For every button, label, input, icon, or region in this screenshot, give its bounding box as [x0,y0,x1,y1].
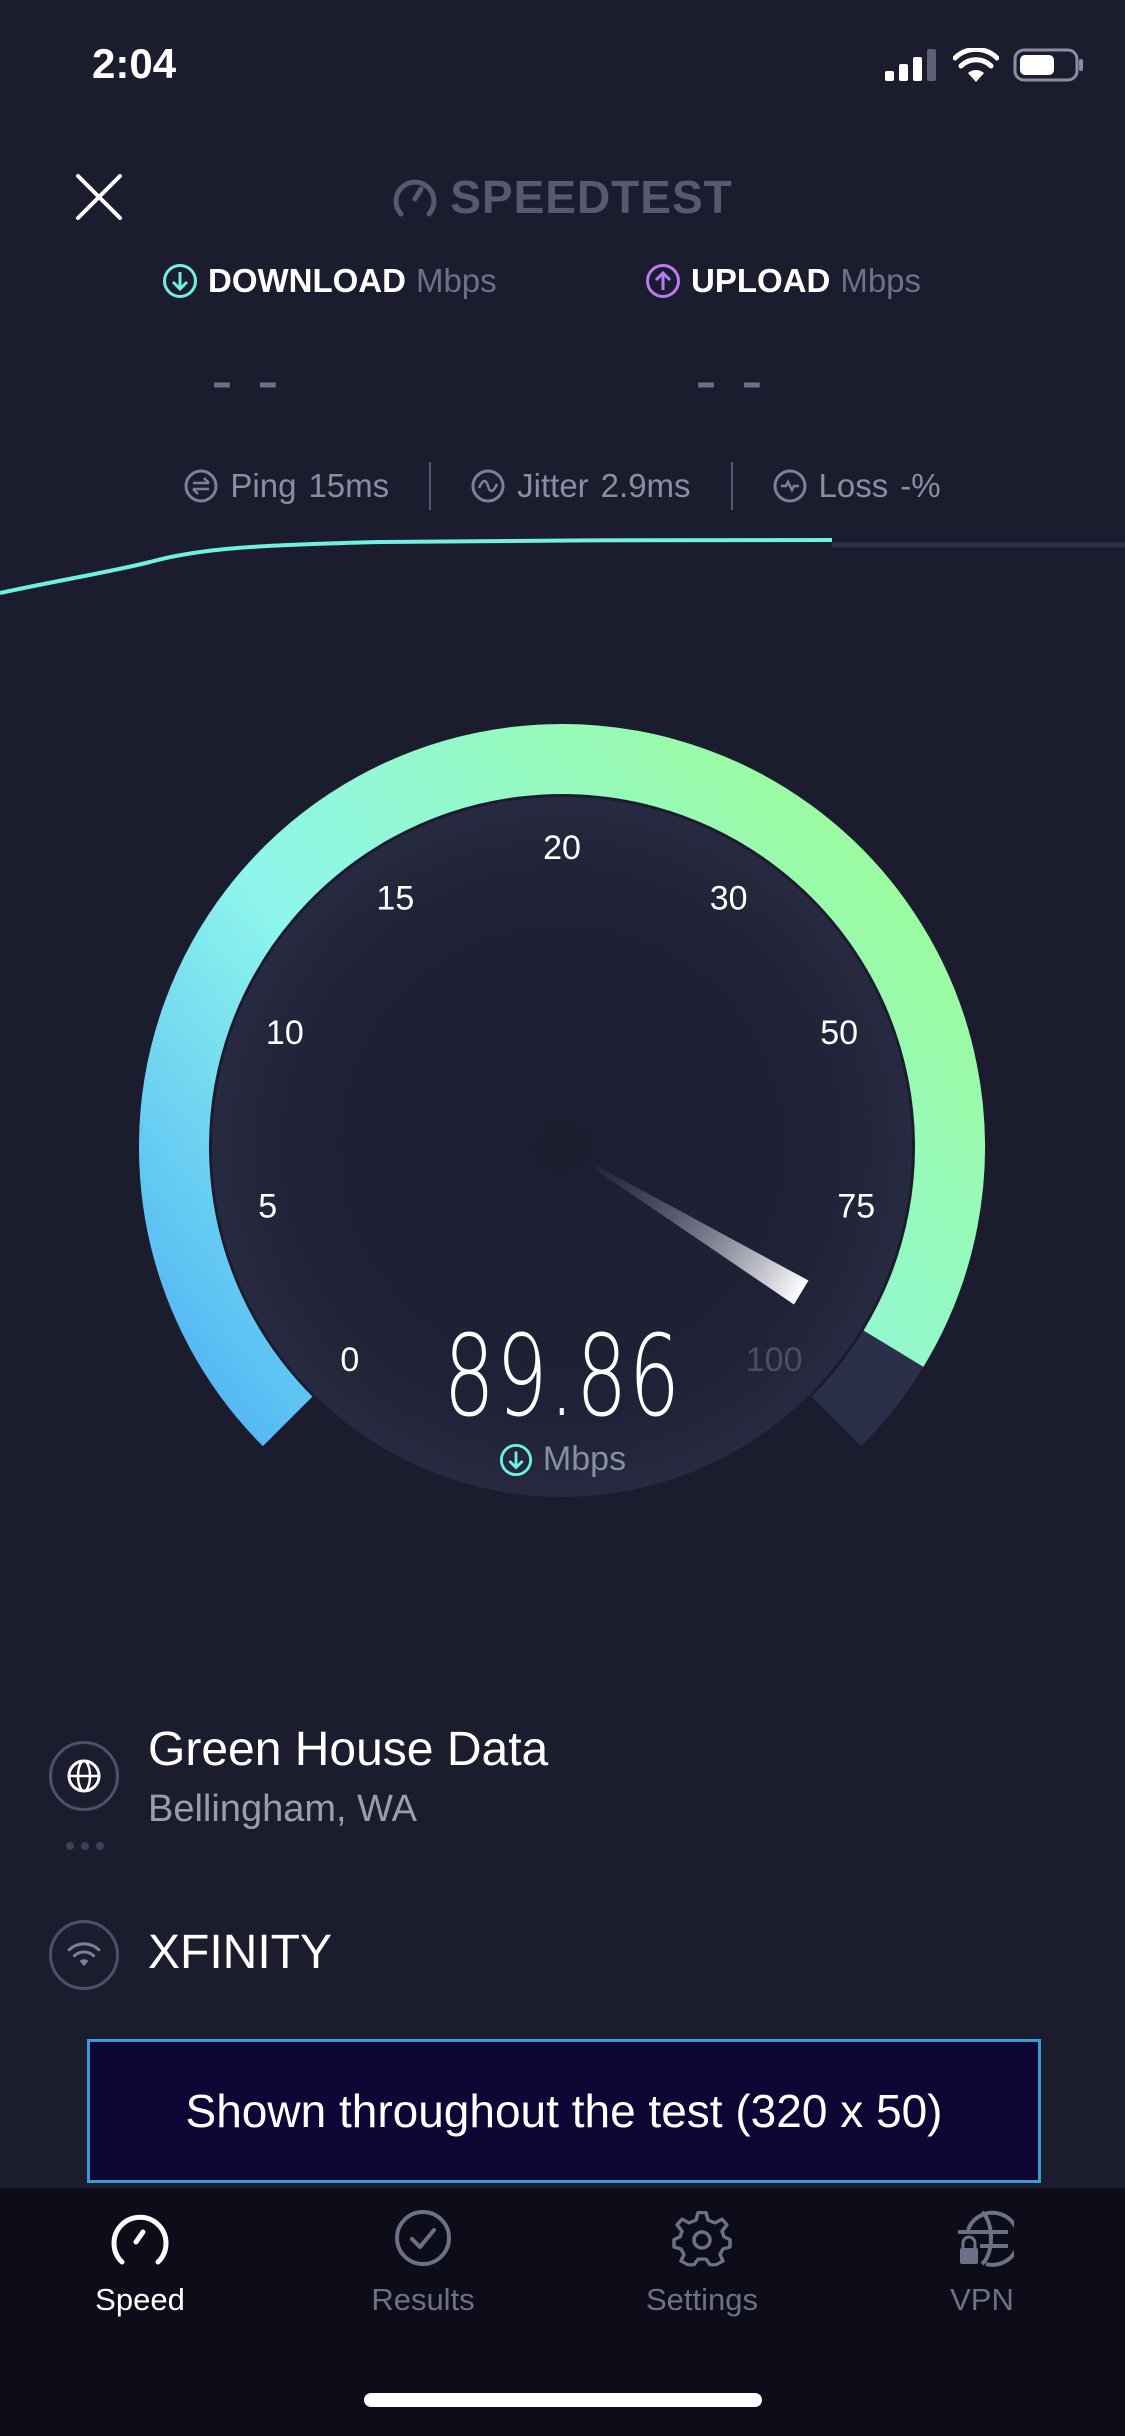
gear-icon [672,2211,732,2267]
speed-graph-line [0,538,833,595]
home-indicator[interactable] [364,2393,762,2407]
gauge-needle [595,1166,809,1305]
cellular-signal-icon [885,49,936,81]
wifi-icon [953,48,999,82]
current-speed-unit-row: Mbps [0,1440,1125,1479]
jitter-icon [471,469,505,503]
globe-icon [67,1759,101,1793]
current-speed: 89.86 [443,1312,682,1442]
download-icon [163,264,197,298]
ad-text: Shown throughout the test (320 x 50) [185,2085,943,2137]
tab-label: Settings [645,2282,758,2317]
more-dots-icon[interactable] [64,1840,106,1852]
tab-vpn[interactable]: VPN [872,2208,1092,2318]
upload-icon [646,264,680,298]
gauge-tick-label: 30 [710,880,748,918]
tab-settings[interactable]: Settings [592,2208,812,2318]
server-button[interactable] [49,1741,119,1811]
divider [730,462,733,510]
upload-unit: Mbps [840,262,922,299]
logo-text: SPEEDTEST [450,171,733,223]
speedometer-icon [393,179,437,217]
ping-label: Ping [230,467,297,504]
ad-banner[interactable]: Shown throughout the test (320 x 50) [87,2039,1041,2183]
download-header: DOWNLOAD Mbps [162,262,497,300]
divider [429,462,432,510]
gauge-tick-label: 20 [543,829,581,867]
upload-value: – – [696,360,768,406]
gauge-tick-label: 75 [837,1188,875,1226]
download-label: DOWNLOAD [208,262,406,299]
upload-label: UPLOAD [691,262,831,299]
status-time: 2:04 [92,40,177,87]
speedometer-icon [111,2214,169,2265]
server-name[interactable]: Green House Data [148,1723,549,1776]
checkmark-circle-icon [395,2210,451,2266]
tab-label: VPN [950,2282,1014,2317]
speed-graph [0,538,1125,595]
loss-icon [773,469,807,503]
gauge-tick-label: 100 [746,1341,803,1379]
jitter-label: Jitter [517,467,589,504]
tab-label: Speed [95,2282,185,2317]
gauge-tick-label: 10 [266,1014,304,1052]
gauge-tick-label: 0 [340,1341,359,1379]
download-icon [499,1443,532,1476]
stats-row: Ping 15ms Jitter 2.9ms Loss -% [0,462,1125,510]
speedtest-logo: SPEEDTEST [0,170,1125,224]
current-speed-unit: Mbps [542,1440,627,1478]
loss-label: Loss [818,467,889,504]
download-unit: Mbps [415,262,497,299]
gauge-tick-label: 15 [376,880,414,918]
tab-speed[interactable]: Speed [30,2208,250,2318]
upload-header: UPLOAD Mbps [645,262,921,300]
server-location: Bellingham, WA [148,1788,417,1830]
isp-icon-wrap [49,1920,119,1990]
jitter-unit: ms [646,467,691,504]
ping-unit: ms [345,467,390,504]
gauge-fill [139,724,985,1447]
globe-lock-icon [958,2210,1014,2267]
download-value: – – [212,360,284,406]
gauge-inner [212,797,912,1497]
status-icons [885,48,1085,82]
speed-gauge: 0 5 10 15 20 30 50 75 100 [139,724,985,1497]
loss-stat: Loss -% [733,467,981,505]
wifi-icon [67,1942,101,1967]
jitter-stat: Jitter 2.9ms [431,467,730,505]
close-icon[interactable] [72,170,126,224]
ping-stat: Ping 15ms [144,467,429,505]
isp-name: XFINITY [148,1926,333,1979]
tab-label: Results [371,2282,475,2317]
ping-icon [184,469,218,503]
loss-value: -% [900,467,941,504]
jitter-value: 2.9 [600,467,647,504]
battery-icon [1013,48,1083,82]
ping-value: 15 [308,467,346,504]
tab-results[interactable]: Results [313,2208,533,2318]
gauge-tick-label: 5 [258,1188,277,1226]
gauge-tick-label: 50 [820,1014,858,1052]
